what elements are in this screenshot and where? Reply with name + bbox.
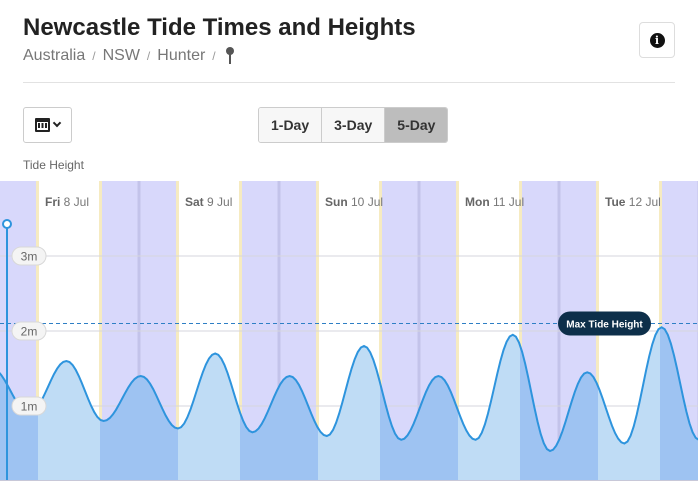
header-divider — [23, 82, 675, 83]
breadcrumb: Australia / NSW / Hunter / — [23, 47, 416, 65]
day-label: Tue 12 Jul — [605, 195, 661, 209]
day-label-date: 10 Jul — [348, 195, 383, 209]
day-label-weekday: Sun — [325, 195, 348, 209]
range-5-day-button[interactable]: 5-Day — [385, 108, 448, 142]
breadcrumb-country[interactable]: Australia — [23, 47, 86, 64]
current-time-marker — [2, 219, 12, 481]
date-picker-button[interactable] — [23, 107, 72, 143]
day-label-weekday: Tue — [605, 195, 626, 209]
tide-line — [0, 326, 698, 453]
info-button[interactable]: i — [639, 22, 675, 58]
y-tick-pill — [11, 246, 47, 266]
y-axis-label: Tide Height — [23, 158, 84, 172]
map-pin-icon[interactable] — [225, 47, 235, 65]
day-label-weekday: Sat — [185, 195, 204, 209]
calendar-icon — [35, 118, 50, 132]
y-tick-pill — [11, 321, 47, 341]
y-tick-labels: 3m 2m 1m — [11, 246, 47, 416]
day-label-weekday: Mon — [465, 195, 490, 209]
y-tick-pill — [11, 396, 47, 416]
max-tide-badge: Max Tide Height — [558, 311, 651, 336]
day-labels: Fri 8 Jul Sat 9 Jul Sun 10 Jul Mon 11 Jul Tu… — [45, 195, 661, 209]
day-label-date: 12 Jul — [625, 195, 660, 209]
breadcrumb-region[interactable]: Hunter — [157, 47, 206, 64]
y-tick-label: 2m — [21, 325, 38, 339]
breadcrumb-state[interactable]: NSW — [102, 47, 140, 64]
range-toggle: 1-Day 3-Day 5-Day — [258, 107, 449, 143]
day-label: Sun 10 Jul — [325, 195, 383, 209]
max-tide-badge-bg — [558, 311, 651, 336]
breadcrumb-separator: / — [146, 49, 151, 63]
info-icon: i — [649, 32, 665, 48]
chevron-down-icon — [52, 118, 62, 128]
day-label-date: 11 Jul — [490, 195, 524, 209]
day-label: Fri 8 Jul — [45, 195, 89, 209]
day-label-date: 9 Jul — [204, 195, 233, 209]
page-title: Newcastle Tide Times and Heights — [23, 14, 416, 41]
day-label: Mon 11 Jul — [465, 195, 524, 209]
current-time-handle — [2, 219, 12, 229]
breadcrumb-separator: / — [212, 49, 216, 63]
breadcrumb-separator: / — [92, 49, 96, 63]
max-tide-badge-label: Max Tide Height — [566, 320, 643, 331]
range-1-day-button[interactable]: 1-Day — [259, 108, 323, 142]
day-label: Sat 9 Jul — [185, 195, 232, 209]
page-header: Newcastle Tide Times and Heights Austral… — [23, 14, 416, 65]
day-label-date: 8 Jul — [60, 195, 89, 209]
y-tick-label: 3m — [21, 250, 38, 264]
y-tick-label: 1m — [21, 400, 38, 414]
range-3-day-button[interactable]: 3-Day — [322, 108, 386, 142]
day-label-weekday: Fri — [45, 195, 60, 209]
